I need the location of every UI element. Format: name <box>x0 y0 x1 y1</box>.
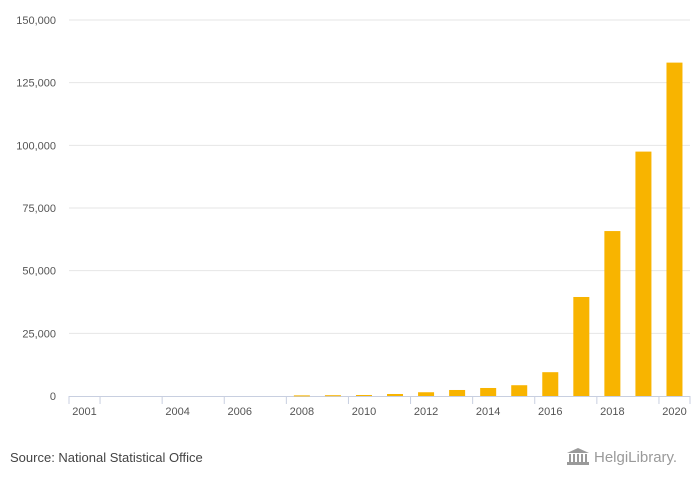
bar-2016[interactable] <box>542 372 559 396</box>
x-tick-label: 2012 <box>414 406 438 418</box>
x-axis-ticks: 2001 2004 2006 2008 2010 2012 2014 2016 2018 2020 <box>68 396 691 418</box>
helgilibrary-logo: HelgiLibrary. <box>566 448 677 466</box>
bar-series <box>293 62 683 397</box>
bar-2012[interactable] <box>418 392 435 396</box>
bar-2020[interactable] <box>666 62 683 396</box>
y-tick-label: 125,000 <box>16 78 56 90</box>
x-tick-label: 2004 <box>165 406 189 418</box>
bar-2018[interactable] <box>604 231 621 396</box>
x-tick-label: 2014 <box>476 406 500 418</box>
bar-2009[interactable] <box>324 395 341 397</box>
bar-2008[interactable] <box>293 395 310 397</box>
bar-2019[interactable] <box>635 151 652 396</box>
y-axis-ticks: 0 25,000 50,000 75,000 100,000 125,000 150,000 <box>16 15 56 403</box>
bar-2010[interactable] <box>355 394 372 396</box>
source-note: Source: National Statistical Office <box>10 450 203 465</box>
x-tick-label: 2018 <box>600 406 624 418</box>
x-tick-label: 2016 <box>538 406 562 418</box>
x-tick-label: 2008 <box>290 406 314 418</box>
bar-2017[interactable] <box>573 296 590 396</box>
y-tick-label: 0 <box>50 391 56 403</box>
x-tick-label: 2010 <box>352 406 376 418</box>
y-tick-label: 50,000 <box>22 266 56 278</box>
logo-text: HelgiLibrary. <box>594 448 678 466</box>
bar-2011[interactable] <box>387 393 404 396</box>
bar-2015[interactable] <box>511 385 528 396</box>
x-tick-label: 2020 <box>662 406 686 418</box>
x-tick-label: 2006 <box>228 406 252 418</box>
y-tick-label: 75,000 <box>22 203 56 215</box>
library-building-icon <box>567 448 589 465</box>
bar-2013[interactable] <box>449 389 466 396</box>
y-tick-label: 150,000 <box>16 15 56 27</box>
bar-2014[interactable] <box>480 387 497 396</box>
y-tick-label: 25,000 <box>22 328 56 340</box>
bar-chart: 0 25,000 50,000 75,000 100,000 125,000 150,000… <box>16 15 691 418</box>
grid-lines <box>69 19 690 334</box>
y-tick-label: 100,000 <box>16 140 56 152</box>
x-tick-label: 2001 <box>72 406 96 418</box>
